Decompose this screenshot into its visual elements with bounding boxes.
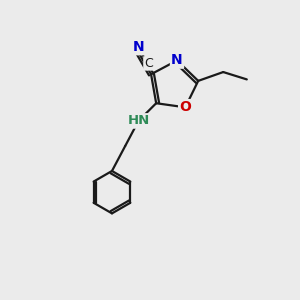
Text: N: N [171, 53, 183, 68]
Text: C: C [144, 57, 153, 70]
Text: HN: HN [127, 114, 150, 128]
Text: N: N [133, 40, 144, 54]
Text: O: O [179, 100, 191, 114]
